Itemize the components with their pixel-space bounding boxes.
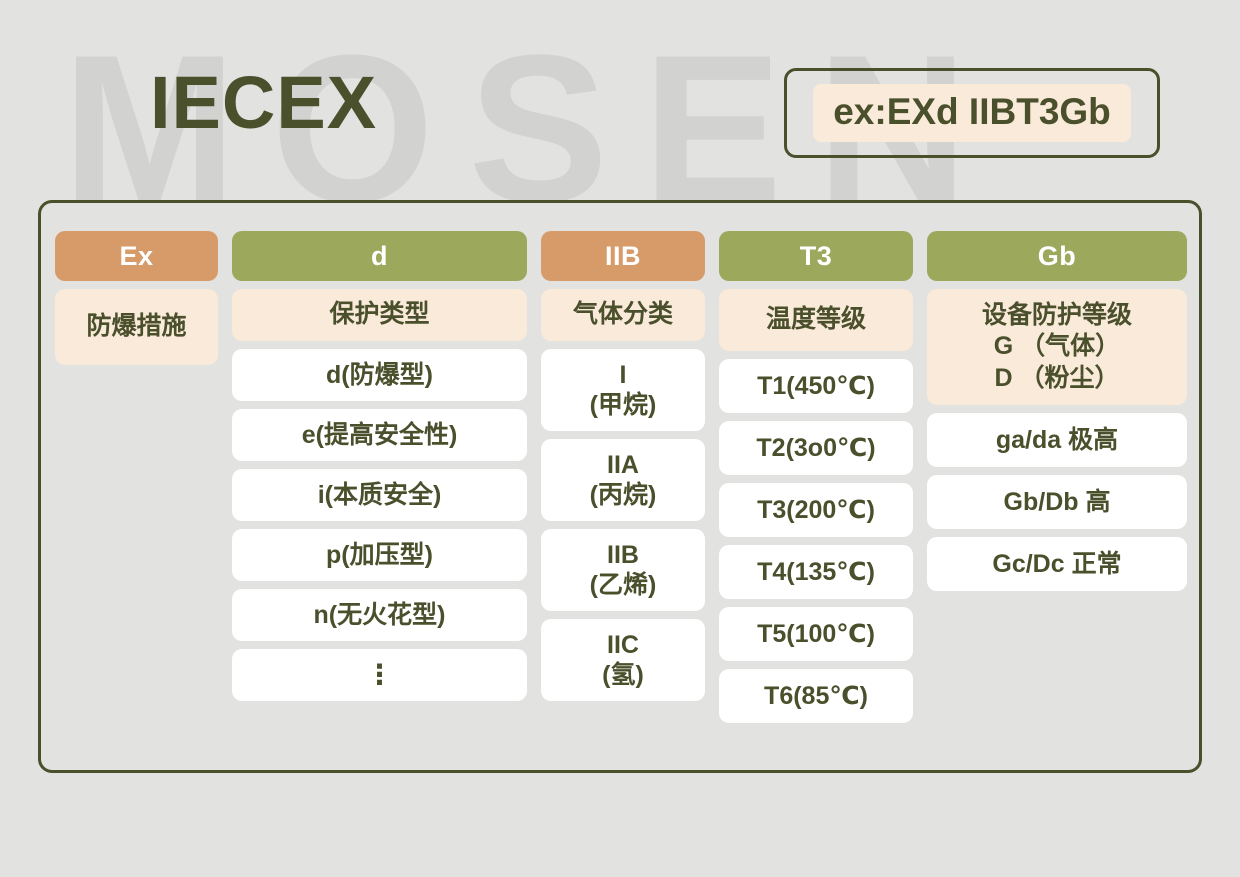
column-subtitle-iib: 气体分类	[541, 289, 705, 341]
list-item-line1: IIB	[607, 541, 639, 569]
column-iib: IIB 气体分类 I (甲烷) IIA (丙烷) IIB (乙烯) IIC (氢…	[541, 231, 705, 701]
column-header-iib: IIB	[541, 231, 705, 281]
list-item: p(加压型)	[232, 529, 527, 581]
list-item-line1: IIA	[607, 451, 639, 479]
list-item-line2: (甲烷)	[589, 391, 657, 419]
list-item: T4(135℃)	[719, 545, 913, 599]
list-item-line2: (乙烯)	[589, 571, 657, 599]
column-header-ex: Ex	[55, 231, 218, 281]
column-header-t3: T3	[719, 231, 913, 281]
list-item: T6(85℃)	[719, 669, 913, 723]
column-gb: Gb 设备防护等级 G （气体） D （粉尘） ga/da 极高 Gb/Db 高…	[927, 231, 1187, 591]
list-item: IIC (氢)	[541, 619, 705, 701]
column-d: d 保护类型 d(防爆型) e(提高安全性) i(本质安全) p(加压型) n(…	[232, 231, 527, 701]
list-item: T2(3o0℃)	[719, 421, 913, 475]
list-item: IIB (乙烯)	[541, 529, 705, 611]
list-item-line2: (氢)	[602, 661, 644, 689]
column-header-d: d	[232, 231, 527, 281]
column-subtitle-gb-line3: D （粉尘）	[994, 363, 1120, 392]
list-item: d(防爆型)	[232, 349, 527, 401]
columns-row: Ex 防爆措施 d 保护类型 d(防爆型) e(提高安全性) i(本质安全) p…	[55, 231, 1187, 723]
list-item-line1: I	[619, 361, 627, 389]
marking-breakdown-container: Ex 防爆措施 d 保护类型 d(防爆型) e(提高安全性) i(本质安全) p…	[38, 200, 1202, 773]
list-item-line1: IIC	[607, 631, 639, 659]
column-subtitle-d: 保护类型	[232, 289, 527, 341]
column-ex: Ex 防爆措施	[55, 231, 218, 365]
list-item: IIA (丙烷)	[541, 439, 705, 521]
list-item: T5(100℃)	[719, 607, 913, 661]
column-subtitle-gb-line1: 设备防护等级	[981, 301, 1132, 330]
code-badge-label: ex:EXd IIBT3Gb	[813, 84, 1131, 142]
column-t3: T3 温度等级 T1(450℃) T2(3o0℃) T3(200℃) T4(13…	[719, 231, 913, 723]
column-header-gb: Gb	[927, 231, 1187, 281]
list-item: Gc/Dc 正常	[927, 537, 1187, 591]
column-subtitle-gb-line2: G （气体）	[993, 332, 1121, 361]
list-item: I (甲烷)	[541, 349, 705, 431]
column-subtitle-ex: 防爆措施	[55, 289, 218, 365]
column-subtitle-gb: 设备防护等级 G （气体） D （粉尘）	[927, 289, 1187, 405]
list-item: Gb/Db 高	[927, 475, 1187, 529]
list-item: T1(450℃)	[719, 359, 913, 413]
page-header: IECEX ex:EXd IIBT3Gb	[0, 0, 1240, 196]
list-item: n(无火花型)	[232, 589, 527, 641]
list-item: ga/da 极高	[927, 413, 1187, 467]
code-badge: ex:EXd IIBT3Gb	[784, 68, 1160, 158]
page-title: IECEX	[150, 61, 378, 144]
list-item: i(本质安全)	[232, 469, 527, 521]
list-item-line2: (丙烷)	[589, 481, 657, 509]
list-item: e(提高安全性)	[232, 409, 527, 461]
column-subtitle-t3: 温度等级	[719, 289, 913, 351]
ellipsis-icon: ⋮	[232, 649, 527, 701]
list-item: T3(200℃)	[719, 483, 913, 537]
